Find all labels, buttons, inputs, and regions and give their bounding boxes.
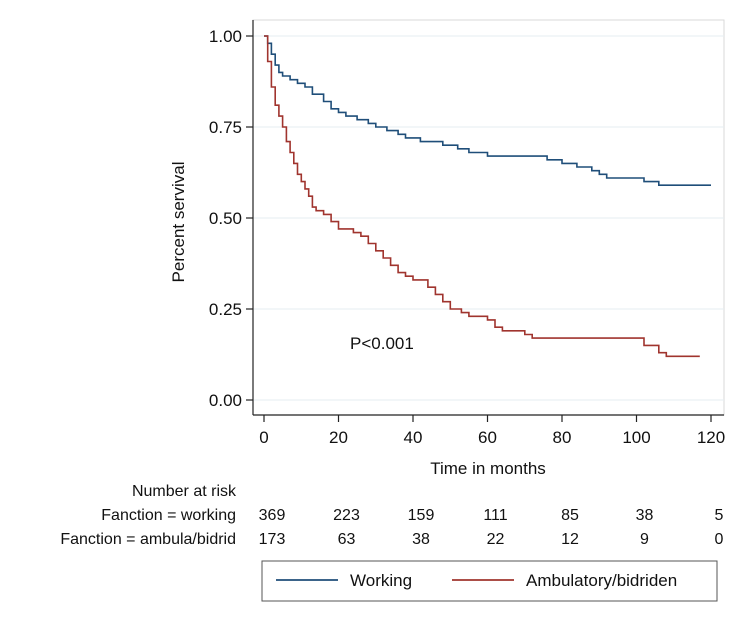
x-axis-label: Time in months	[430, 459, 546, 478]
x-tick-label: 100	[622, 428, 650, 447]
x-tick-label: 80	[553, 428, 572, 447]
risk-count: 9	[640, 531, 649, 548]
risk-count: 111	[483, 507, 507, 524]
risk-count: 0	[715, 531, 724, 548]
risk-count: 12	[561, 531, 579, 548]
risk-count: 38	[636, 507, 654, 524]
y-tick-label: 0.75	[209, 118, 242, 137]
risk-count: 63	[338, 531, 356, 548]
p-value-annotation: P<0.001	[350, 334, 414, 353]
legend-label: Ambulatory/bidriden	[526, 571, 677, 590]
legend-label: Working	[350, 571, 412, 590]
y-tick-label: 0.50	[209, 209, 242, 228]
risk-count: 5	[715, 507, 724, 524]
y-tick-label: 0.00	[209, 391, 242, 410]
series-line-working	[264, 35, 711, 186]
risk-count: 173	[259, 531, 286, 548]
legend-box	[261, 560, 718, 602]
risk-count: 38	[412, 531, 430, 548]
y-axis-label: Percent servival	[169, 162, 188, 283]
y-tick-label: 1.00	[209, 27, 242, 46]
risk-table-title: Number at risk	[132, 483, 237, 500]
risk-count: 22	[487, 531, 505, 548]
x-tick-label: 0	[259, 428, 268, 447]
risk-row-label: Fanction = working	[101, 507, 236, 524]
y-tick-label: 0.25	[209, 300, 242, 319]
risk-count: 85	[561, 507, 579, 524]
risk-row-label: Fanction = ambula/bidrid	[60, 531, 236, 548]
x-tick-label: 60	[478, 428, 497, 447]
x-tick-label: 40	[404, 428, 423, 447]
x-tick-label: 20	[329, 428, 348, 447]
risk-count: 223	[333, 507, 360, 524]
x-tick-label: 120	[697, 428, 725, 447]
series-line-ambulatory	[264, 35, 700, 358]
risk-count: 159	[408, 507, 435, 524]
risk-count: 369	[259, 507, 286, 524]
